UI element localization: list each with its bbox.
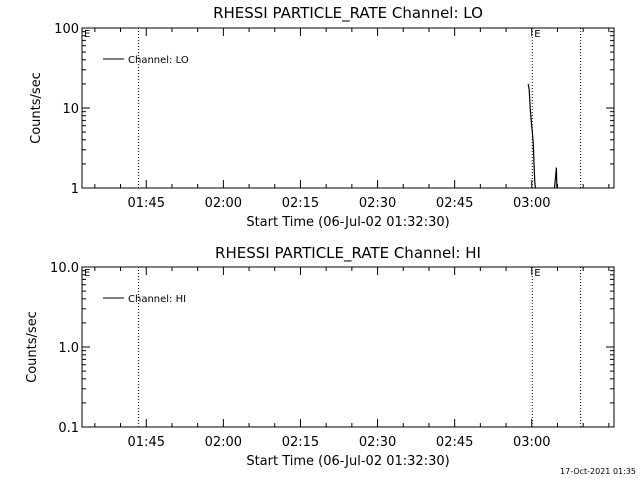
x-tick-label: 02:45 [436, 196, 473, 211]
y-tick-label: 10 [62, 102, 79, 117]
plot-frame [81, 266, 615, 428]
chart-title: RHESSI PARTICLE_RATE Channel: LO [213, 4, 483, 23]
series-line [527, 83, 536, 189]
y-tick-label: 100 [54, 22, 79, 37]
x-tick-label: 02:30 [359, 196, 396, 211]
eclipse-label: E [84, 29, 90, 40]
x-axis-label: Start Time (06-Jul-02 01:32:30) [246, 215, 449, 230]
y-axis-label: Counts/sec [29, 72, 44, 144]
x-tick-label: 01:45 [128, 435, 165, 450]
x-tick-label: 02:00 [205, 196, 242, 211]
x-tick-label: 02:15 [282, 196, 319, 211]
x-tick-label: 02:30 [359, 435, 396, 450]
series-line [553, 167, 558, 189]
eclipse-label: E [534, 268, 540, 279]
chart-title: RHESSI PARTICLE_RATE Channel: HI [215, 244, 481, 263]
y-tick-label: 1.0 [58, 341, 79, 356]
x-tick-label: 03:00 [513, 435, 550, 450]
y-axis-label: Counts/sec [25, 311, 40, 383]
y-tick-label: 0.1 [58, 421, 79, 436]
footer-timestamp: 17-Oct-2021 01:35 [560, 467, 636, 476]
x-tick-label: 02:15 [282, 435, 319, 450]
panel-lo: RHESSI PARTICLE_RATE Channel: LO Counts/… [29, 4, 615, 230]
x-tick-label: 01:45 [128, 196, 165, 211]
x-tick-label: 03:00 [513, 196, 550, 211]
legend: Channel: HI [103, 294, 186, 305]
panel-hi: RHESSI PARTICLE_RATE Channel: HI Counts/… [25, 244, 615, 469]
x-tick-label: 02:45 [436, 435, 473, 450]
eclipse-label: E [84, 268, 90, 279]
legend-label: Channel: HI [128, 294, 186, 305]
legend-label: Channel: LO [128, 55, 189, 66]
x-axis-label: Start Time (06-Jul-02 01:32:30) [246, 454, 449, 469]
x-tick-label: 02:00 [205, 435, 242, 450]
eclipse-label: E [534, 29, 540, 40]
y-tick-label: 10.0 [50, 261, 79, 276]
y-tick-label: 1 [71, 182, 79, 197]
legend: Channel: LO [103, 55, 189, 66]
